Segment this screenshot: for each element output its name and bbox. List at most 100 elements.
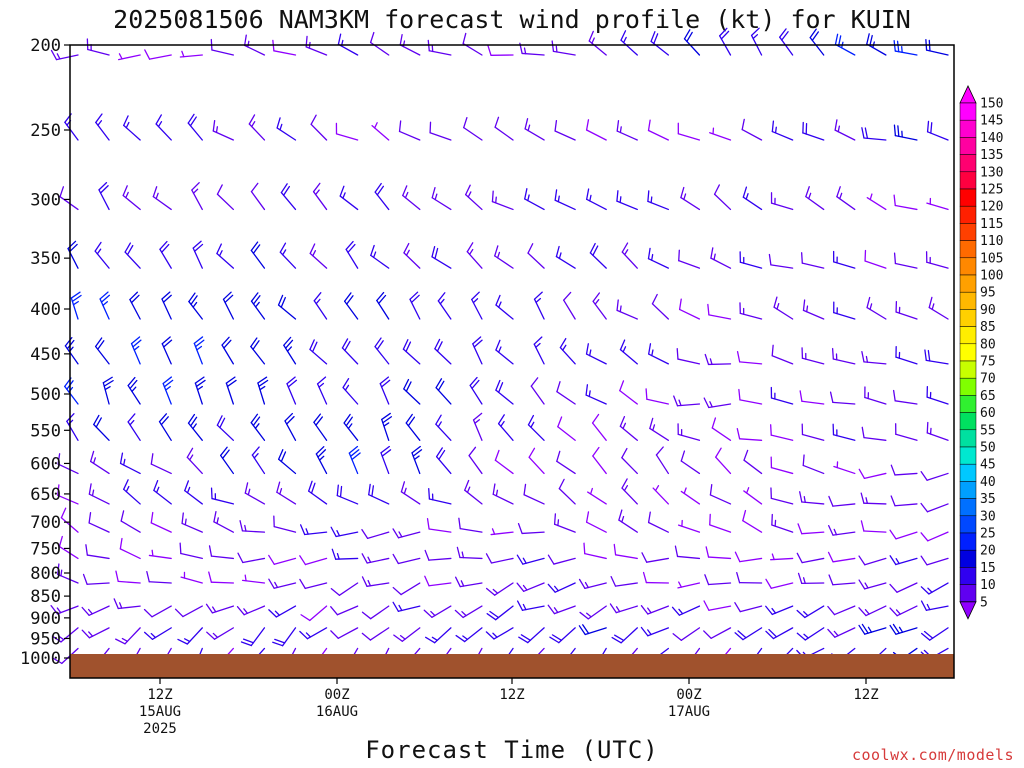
- wind-barb: [113, 598, 141, 610]
- wind-barb: [802, 454, 825, 475]
- y-tick-label: 300: [30, 190, 61, 210]
- wind-barb: [741, 118, 763, 141]
- wind-barb: [524, 118, 545, 141]
- wind-barb: [715, 447, 732, 475]
- wind-barb: [144, 627, 172, 640]
- wind-barb: [376, 291, 390, 320]
- wind-barb: [641, 552, 670, 563]
- wind-barb: [212, 119, 235, 141]
- wind-barb: [647, 511, 670, 533]
- wind-barb: [672, 627, 701, 641]
- wind-barb: [704, 353, 732, 366]
- wind-barb: [619, 339, 638, 365]
- wind-barb: [343, 292, 359, 320]
- wind-barb: [592, 446, 607, 475]
- wind-barb: [861, 350, 887, 365]
- wind-barb: [926, 197, 949, 211]
- wind-barb: [616, 120, 638, 141]
- wind-barb: [330, 582, 359, 596]
- wind-barb: [770, 386, 794, 405]
- wind-barb: [216, 243, 235, 269]
- wind-barb: [713, 184, 732, 211]
- wind-barb: [671, 605, 701, 616]
- plot-area: [50, 27, 955, 679]
- wind-barb: [866, 33, 887, 56]
- wind-barb: [471, 291, 483, 320]
- wind-barb: [177, 627, 203, 645]
- wind-barb: [88, 483, 110, 505]
- wind-barb: [279, 242, 297, 269]
- wind-barb: [161, 291, 172, 320]
- wind-barb: [250, 182, 266, 211]
- wind-barb: [739, 251, 763, 269]
- colorbar-swatch: [959, 102, 977, 121]
- wind-barb: [187, 413, 203, 441]
- wind-barb: [895, 300, 918, 320]
- wind-barb: [494, 449, 514, 475]
- wind-barb: [472, 412, 483, 441]
- wind-barb: [463, 117, 483, 141]
- wind-barb: [162, 376, 174, 405]
- colorbar-swatch: [959, 498, 977, 517]
- wind-barb: [313, 413, 328, 441]
- wind-barb: [268, 578, 297, 589]
- colorbar-label: 140: [980, 131, 1003, 146]
- wind-barb: [833, 461, 856, 475]
- wind-barb: [431, 246, 452, 269]
- wind-barb: [809, 28, 825, 56]
- wind-barb: [889, 582, 918, 593]
- wind-barb: [115, 627, 141, 645]
- wind-barb: [300, 605, 328, 622]
- wind-barb: [465, 184, 483, 211]
- wind-barb: [187, 113, 203, 141]
- wind-barb: [192, 240, 204, 269]
- wind-barb: [341, 338, 359, 365]
- wind-barb: [398, 120, 421, 141]
- wind-barb: [148, 549, 172, 560]
- wind-barb: [858, 579, 887, 590]
- wind-barb: [547, 582, 576, 593]
- wind-barb: [429, 121, 452, 141]
- colorbar-label: 25: [980, 527, 996, 542]
- wind-barb: [273, 515, 297, 533]
- terrain-surface: [70, 654, 954, 678]
- pressure-axis: 200 250 300 350 400 450 500 550 600 650 700 750 800 8…: [20, 36, 70, 669]
- wind-barb: [799, 491, 825, 505]
- colorbar-swatch: [959, 343, 977, 362]
- wind-barb: [651, 293, 670, 320]
- wind-barb: [516, 600, 545, 611]
- wind-barb: [518, 627, 545, 644]
- colorbar-swatch: [959, 532, 977, 551]
- wind-barb: [161, 336, 173, 365]
- x-tick-label: 16AUG: [316, 704, 358, 720]
- wind-barb: [828, 574, 856, 586]
- wind-barb: [738, 388, 763, 405]
- wind-barb: [736, 427, 763, 441]
- wind-barb: [559, 337, 576, 365]
- wind-barb: [771, 120, 794, 141]
- wind-barb: [924, 349, 949, 365]
- wind-barb: [339, 185, 359, 211]
- wind-barb: [159, 240, 172, 269]
- wind-barb: [676, 348, 701, 365]
- wind-barb: [523, 483, 545, 505]
- wind-barb: [704, 574, 732, 586]
- wind-barb: [770, 487, 794, 505]
- wind-barb: [186, 447, 203, 475]
- wind-barb: [703, 600, 732, 611]
- colorbar-swatch: [959, 119, 977, 138]
- wind-barb: [150, 511, 172, 533]
- wind-barb: [616, 299, 638, 320]
- wind-barb: [345, 240, 359, 269]
- plot-background: [70, 45, 954, 678]
- wind-barb: [241, 574, 266, 584]
- wind-barb: [592, 292, 607, 320]
- wind-barb: [533, 291, 545, 320]
- colorbar-swatch: [959, 463, 977, 482]
- wind-barb: [466, 242, 483, 269]
- wind-barb: [555, 245, 576, 269]
- wind-barb: [613, 543, 638, 560]
- colorbar-swatch: [959, 395, 977, 413]
- wind-barb: [225, 376, 237, 405]
- colorbar-label: 15: [980, 561, 996, 576]
